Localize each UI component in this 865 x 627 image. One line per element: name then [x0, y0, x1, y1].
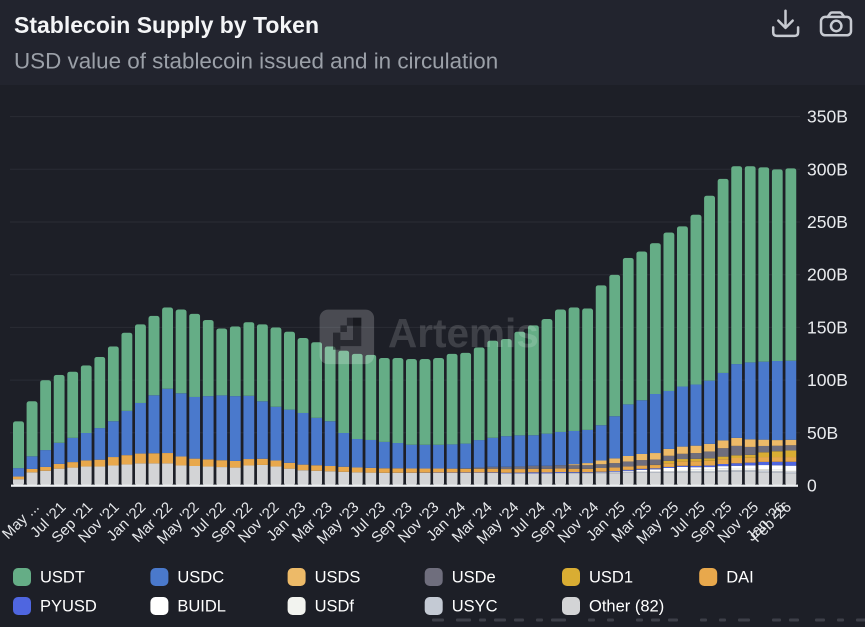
- svg-text:PYUSD: PYUSD: [40, 598, 97, 616]
- svg-text:BUIDL: BUIDL: [177, 598, 226, 616]
- svg-text:250B: 250B: [807, 212, 848, 232]
- svg-text:USDf: USDf: [315, 598, 355, 616]
- svg-text:USD value of stablecoin issued: USD value of stablecoin issued and in ci…: [14, 49, 498, 74]
- svg-text:USD1: USD1: [589, 569, 633, 587]
- svg-text:USDS: USDS: [315, 569, 361, 587]
- svg-text:200B: 200B: [807, 265, 848, 285]
- svg-text:Other (82): Other (82): [589, 598, 664, 616]
- svg-text:USDT: USDT: [40, 569, 85, 587]
- svg-text:100B: 100B: [807, 370, 848, 390]
- svg-text:Stablecoin Supply by Token: Stablecoin Supply by Token: [14, 12, 319, 38]
- svg-text:DAI: DAI: [726, 569, 754, 587]
- svg-text:300B: 300B: [807, 159, 848, 179]
- svg-text:150B: 150B: [807, 317, 848, 337]
- svg-text:USDC: USDC: [177, 569, 224, 587]
- svg-text:USYC: USYC: [452, 598, 498, 616]
- svg-text:USDe: USDe: [452, 569, 496, 587]
- svg-text:350B: 350B: [807, 107, 848, 127]
- svg-text:50B: 50B: [807, 423, 838, 443]
- svg-text:0: 0: [807, 476, 817, 496]
- svg-text:Artemis: Artemis: [388, 310, 539, 356]
